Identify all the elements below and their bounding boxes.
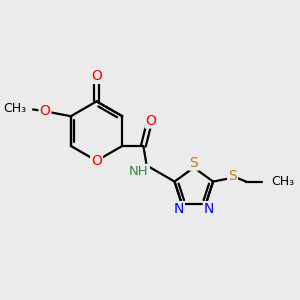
Text: S: S bbox=[228, 169, 237, 183]
Text: CH₃: CH₃ bbox=[3, 102, 26, 115]
Text: N: N bbox=[173, 202, 184, 216]
Text: O: O bbox=[91, 69, 102, 83]
Text: O: O bbox=[146, 114, 156, 128]
Text: CH₃: CH₃ bbox=[271, 175, 294, 188]
Text: S: S bbox=[190, 156, 198, 170]
Text: NH: NH bbox=[129, 165, 149, 178]
Text: N: N bbox=[204, 202, 214, 216]
Text: O: O bbox=[40, 104, 50, 118]
Text: O: O bbox=[91, 154, 102, 168]
